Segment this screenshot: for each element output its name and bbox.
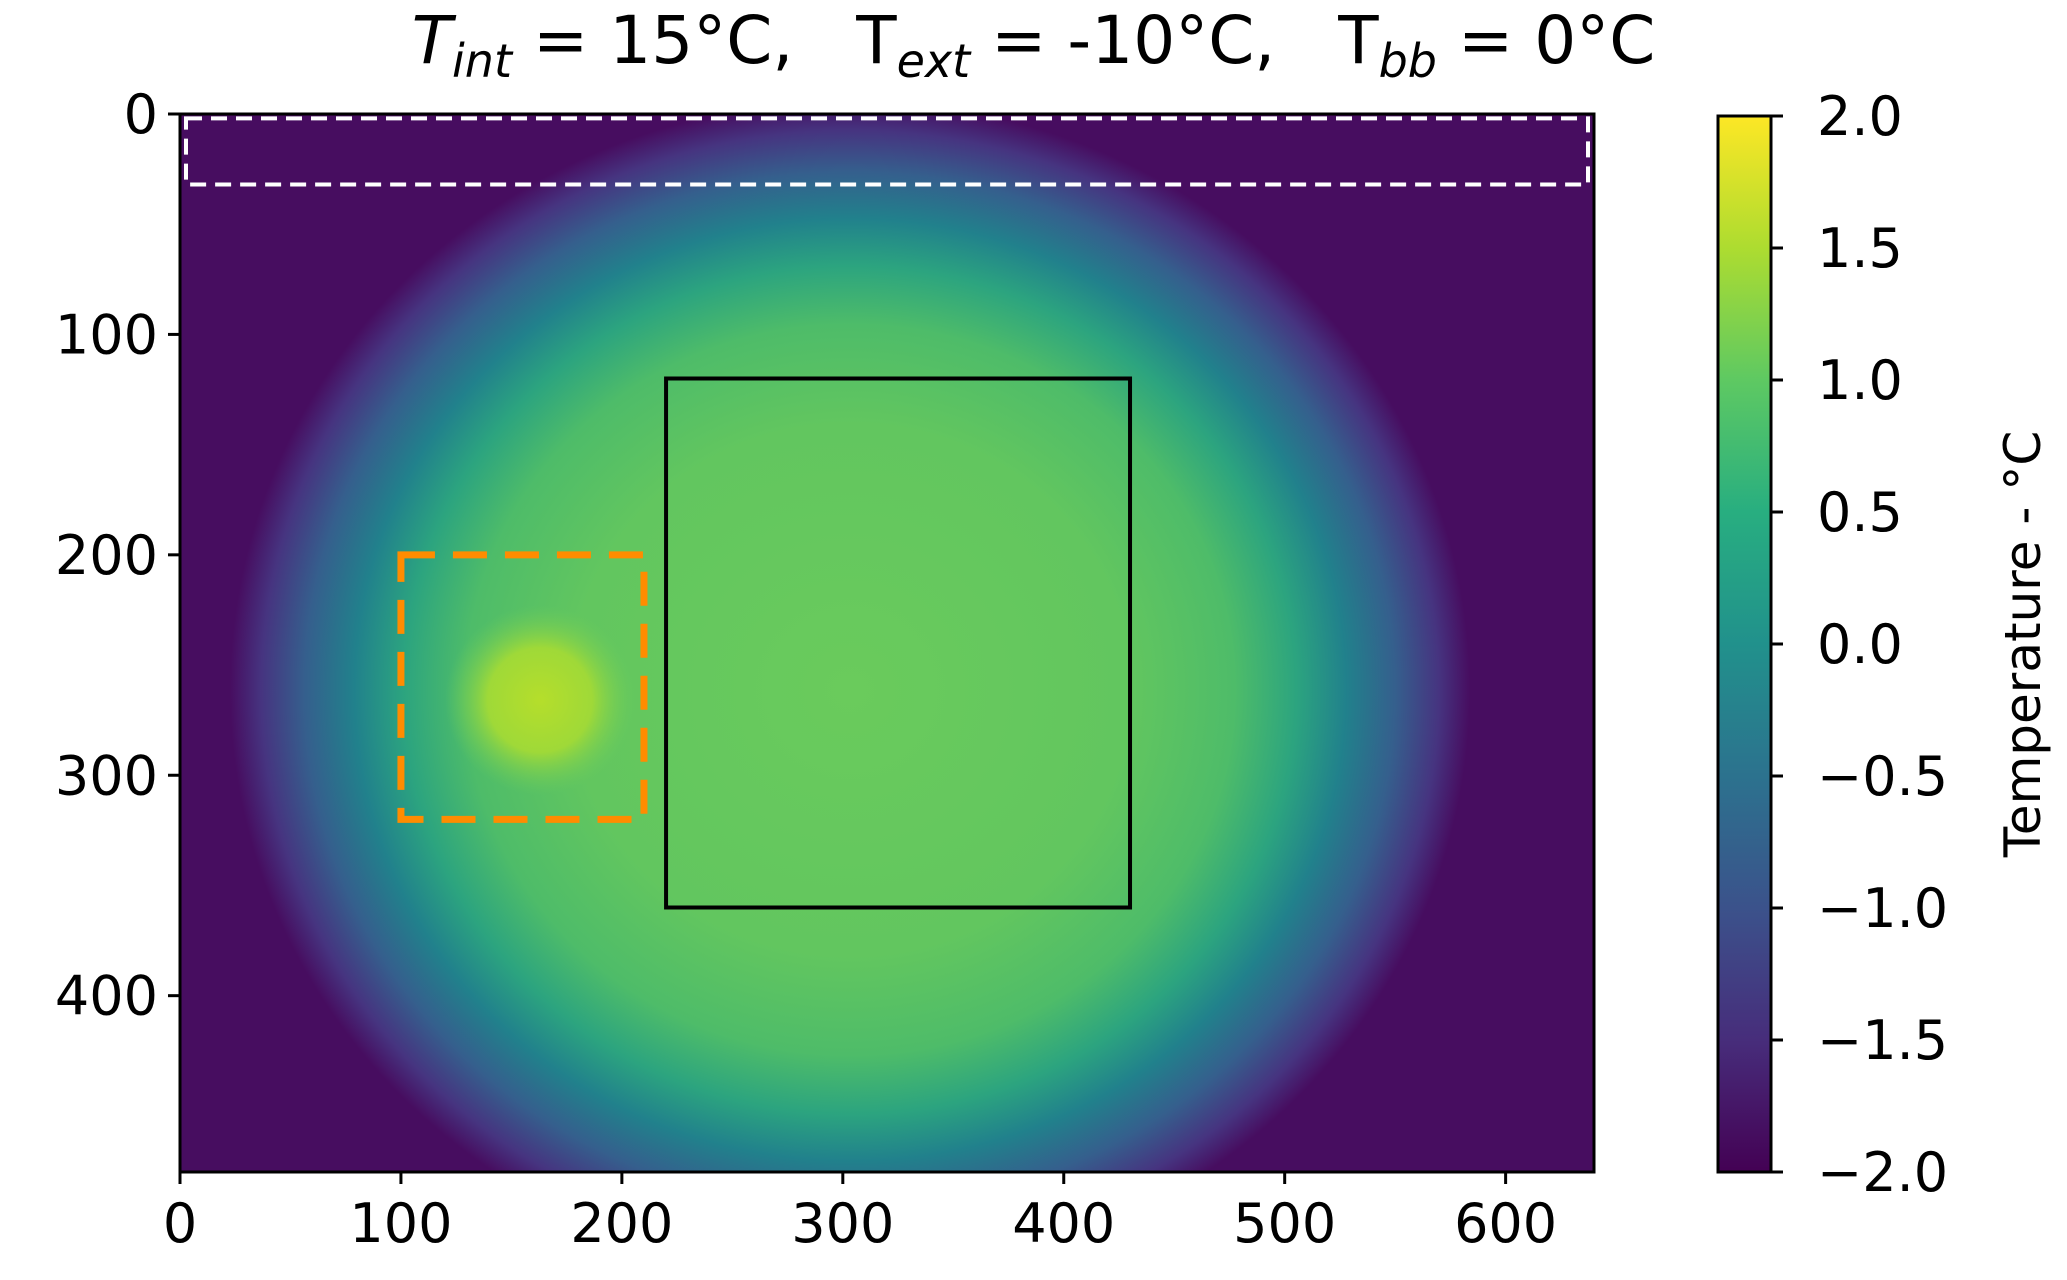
x-tick-label: 0	[163, 1192, 197, 1255]
title-t-bb-value: = 0°C	[1436, 2, 1656, 79]
x-tick-label: 100	[349, 1192, 452, 1255]
x-tick-label: 600	[1454, 1192, 1557, 1255]
heatmap-field	[180, 114, 1594, 1172]
colorbar-label: Temperature - °C	[1994, 431, 2052, 858]
colorbar-tick-label: 2.0	[1817, 85, 1903, 148]
x-axis: 0 100 200 300 400 500 600	[163, 1172, 1557, 1255]
region-reference-strip	[184, 116, 1590, 187]
title-t-ext: T	[856, 2, 897, 79]
x-tick-label: 400	[1012, 1192, 1115, 1255]
region-measurement-area	[664, 376, 1133, 910]
colorbar-tick-label: −0.5	[1817, 745, 1948, 808]
hot-spot-blob	[440, 605, 640, 795]
colorbar-tick-label: −1.5	[1817, 1009, 1948, 1072]
chart-title: Tint = 15°C, Text = -10°C, Tbb = 0°C	[0, 2, 2067, 88]
title-t-bb-sub: bb	[1378, 34, 1437, 88]
axes-frame	[178, 112, 1596, 1174]
y-axis: 0 100 200 300 400	[55, 83, 180, 1028]
y-tick-label: 300	[55, 744, 158, 807]
title-t-bb: T	[1338, 2, 1379, 79]
x-tick-label: 200	[570, 1192, 673, 1255]
colorbar-tick-label: 1.0	[1817, 349, 1903, 412]
y-tick-label: 0	[124, 83, 158, 146]
title-t-ext-sub: ext	[896, 34, 971, 88]
title-t-int-sub: int	[452, 34, 512, 88]
colorbar-ticks: 2.0 1.5 1.0 0.5 0.0 −0.5 −1.0 −1.5 −2.0	[1771, 85, 1948, 1204]
colorbar-tick-label: 1.5	[1817, 217, 1903, 280]
colorbar-tick-label: 0.5	[1817, 481, 1903, 544]
x-tick-label: 300	[791, 1192, 894, 1255]
y-tick-label: 200	[55, 524, 158, 587]
y-tick-label: 400	[55, 965, 158, 1028]
title-t-ext-value: = -10°C,	[970, 2, 1276, 79]
colorbar-tick-label: −2.0	[1817, 1141, 1948, 1204]
title-t-int: T	[411, 2, 453, 79]
title-t-int-value: = 15°C,	[512, 2, 794, 79]
colorbar	[1716, 114, 1773, 1174]
region-hot-spot-box	[397, 551, 648, 823]
x-tick-label: 500	[1233, 1192, 1336, 1255]
y-tick-label: 100	[55, 303, 158, 366]
region-overlays	[184, 116, 1590, 910]
colorbar-tick-label: 0.0	[1817, 613, 1903, 676]
colorbar-tick-label: −1.0	[1817, 877, 1948, 940]
